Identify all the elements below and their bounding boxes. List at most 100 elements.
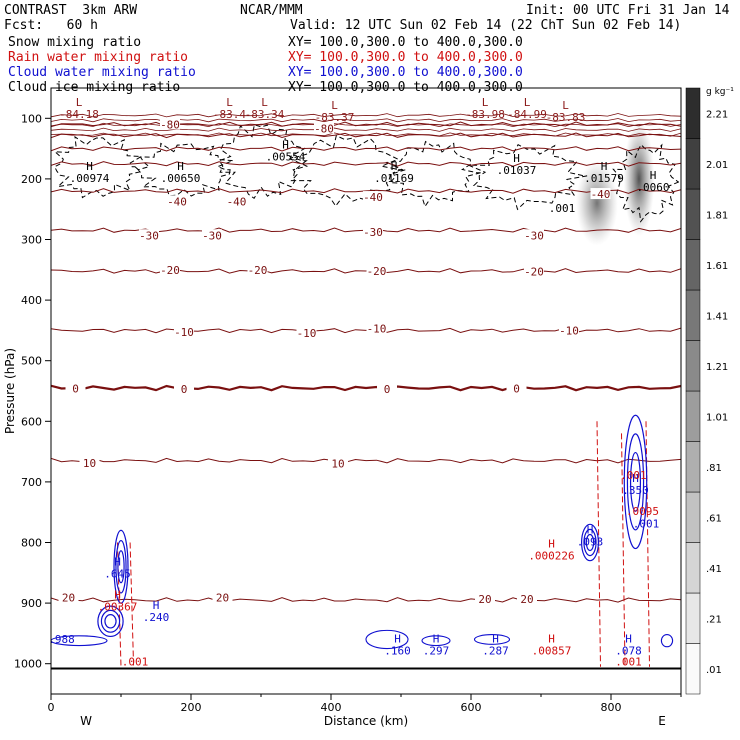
temperature-contour--50: [51, 161, 681, 167]
cloud-ice-contour-0: [53, 135, 143, 199]
y-tick-label-500: 500: [21, 355, 42, 368]
extremum-value-7: .00974: [70, 172, 110, 185]
colorbar-label-0: .01: [706, 665, 722, 676]
colorbar-label-4: .81: [706, 463, 722, 474]
temperature-label-4: -40: [363, 191, 383, 204]
model-title: CONTRAST 3km ARW: [4, 3, 138, 18]
cloud-ice-contour-4: [385, 140, 481, 208]
rain-shaft-3: [621, 433, 626, 667]
plot-frame: [50, 87, 682, 695]
cloud-water-contour-1-0: [97, 605, 124, 638]
extremum-value-22: .00367: [98, 600, 138, 613]
temperature-label-9: -30: [524, 229, 544, 242]
x-tick-label-600: 600: [461, 701, 482, 714]
extremum-value-8: .00650: [161, 172, 201, 185]
temperature-label-10: -20: [160, 264, 180, 277]
temperature-contour--60: [51, 146, 681, 152]
temperature-label-21: 0: [513, 383, 520, 396]
temperature-label-bg-1: [314, 122, 334, 134]
cloud-water-contour-1-2: [104, 614, 117, 629]
cloud-water-contour-3-0: [580, 523, 599, 562]
y-tick-label-800: 800: [21, 537, 42, 550]
temperature-label-6: -30: [139, 229, 159, 242]
temperature-contour-20: [51, 597, 681, 603]
temperature-label-3: -40: [227, 195, 247, 208]
extremum-mark-4: L: [482, 96, 489, 109]
colorbar-label-5: 1.01: [706, 412, 728, 423]
extremum-value-2: -83.34: [245, 108, 285, 121]
extremum-mark-3: L: [331, 99, 338, 112]
temperature-label-12: -20: [367, 265, 387, 278]
valid-time: Valid: 12 UTC Sun 02 Feb 14 (22 ChT Sun …: [290, 18, 682, 33]
temperature-contour-10: [51, 457, 681, 464]
colorbar-label-9: 1.81: [706, 210, 728, 221]
extremum-mark-18: H: [394, 632, 401, 645]
extremum-value-9: .00554: [266, 151, 306, 164]
contour-label-3: .001: [633, 517, 660, 530]
temperature-label-bg-4: [363, 191, 383, 203]
y-tick-label-200: 200: [21, 173, 42, 186]
extremum-value-24: .00857: [532, 644, 572, 657]
temperature-label-23: 10: [331, 458, 344, 471]
temperature-label-19: 0: [181, 383, 188, 396]
colorbar-label-1: .21: [706, 614, 722, 625]
field-label-snow: Snow mixing ratio: [8, 35, 142, 50]
colorbar-segment-7: [685, 289, 701, 341]
extremum-mark-0: L: [76, 96, 83, 109]
y-tick-label-1000: 1000: [14, 658, 42, 671]
extremum-mark-2: L: [261, 96, 268, 109]
cloud-water-contour-0-0: [113, 529, 129, 604]
y-tick-label-600: 600: [21, 415, 42, 428]
contour-label-5: .0095: [626, 505, 659, 518]
contour-label-1: .001: [122, 656, 149, 669]
temperature-label-bg-15: [296, 326, 317, 338]
east-end-label: E: [658, 714, 666, 728]
temperature-contour-0: [51, 384, 681, 392]
extremum-mark-6: L: [562, 99, 569, 112]
temperature-label-13: -20: [524, 266, 544, 279]
extremum-value-21: .078: [615, 644, 642, 657]
extremum-mark-22: H: [114, 588, 121, 601]
colorbar-segment-10: [685, 138, 701, 190]
temperature-label-15: -10: [297, 327, 317, 340]
temperature-label-bg-18: [65, 382, 86, 394]
colorbar-segment-0: [685, 643, 701, 695]
extremum-value-15: .240: [143, 611, 170, 624]
y-tick-label-700: 700: [21, 476, 42, 489]
temperature-label-26: 20: [478, 593, 491, 606]
extremum-mark-11: H: [513, 152, 520, 165]
y-tick-label-400: 400: [21, 294, 42, 307]
field-xy-snow: XY= 100.0,300.0 to 400.0,300.0: [288, 35, 523, 50]
colorbar-segment-5: [685, 390, 701, 442]
extremum-mark-12: H: [601, 160, 608, 173]
temperature-label-bg-16: [366, 322, 387, 334]
colorbar-segment-9: [685, 188, 701, 240]
rain-shaft-1: [129, 542, 135, 667]
low-cloud-water-2: [473, 634, 511, 645]
temperature-label-bg-14: [174, 326, 194, 338]
x-tick-label-800: 800: [601, 701, 622, 714]
extremum-mark-10: H: [391, 160, 398, 173]
y-axis-label: Pressure (hPa): [3, 348, 17, 434]
temperature-label-24: 20: [62, 592, 75, 605]
temperature-label-bg-20: [377, 383, 397, 395]
temperature-label-bg-13: [524, 265, 544, 277]
extremum-value-0: -84.18: [59, 108, 99, 121]
low-cloud-water-1: [421, 635, 451, 647]
cloud-water-contour-2-2: [629, 451, 642, 512]
extremum-value-1: -83.4: [213, 108, 246, 121]
y-tick-label-100: 100: [21, 112, 42, 125]
temperature-label-bg-3: [226, 195, 247, 207]
extremum-value-12: .01579: [584, 172, 624, 185]
extremum-value-20: .287: [482, 644, 509, 657]
temperature-contour-upper-1: [51, 118, 681, 123]
y-tick-label-900: 900: [21, 597, 42, 610]
low-cloud-water-0: [365, 629, 409, 650]
extremum-mark-7: H: [86, 160, 93, 173]
colorbar-unit: g kg⁻¹: [706, 87, 734, 97]
extremum-value-13: .0060: [636, 181, 669, 194]
low-cloud-water-4: [51, 635, 108, 647]
colorbar-label-11: 2.21: [706, 109, 728, 120]
cloud-ice-contour-6: [612, 143, 679, 223]
